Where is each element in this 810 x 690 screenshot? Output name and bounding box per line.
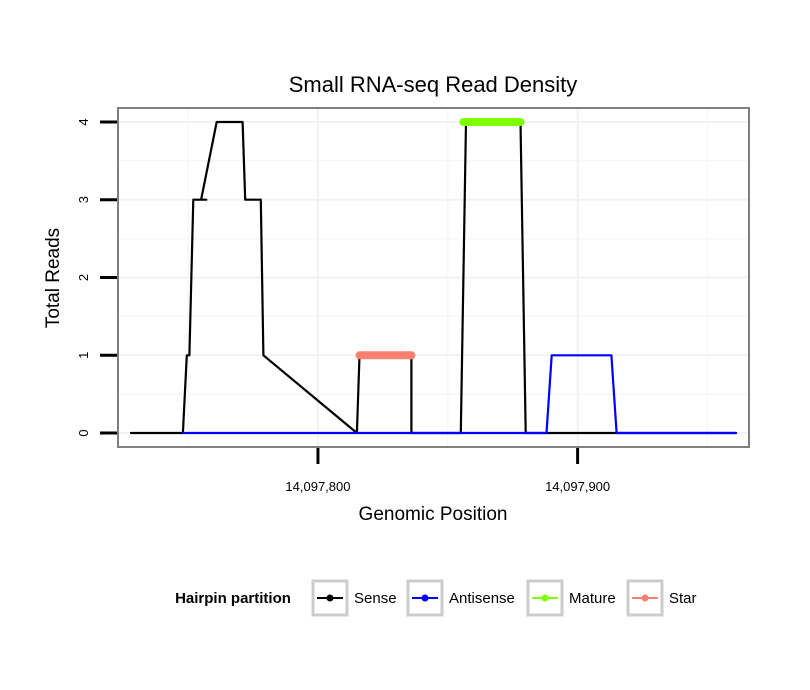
legend-label: Mature: [569, 590, 616, 607]
x-tick-label: 14,097,800: [285, 479, 350, 494]
series-line-antisense: [181, 354, 738, 435]
legend: Hairpin partition Sense Antisense Mature St…: [175, 579, 697, 617]
y-axis-title: Total Reads: [43, 228, 64, 328]
y-tick-label: 3: [76, 196, 91, 203]
y-tick-label: 0: [76, 429, 91, 436]
x-tick-label: 14,097,900: [545, 479, 610, 494]
y-axis: 0 1 2 3 4: [76, 118, 117, 437]
legend-item-antisense: Antisense: [406, 579, 515, 617]
y-tick-label: 2: [76, 274, 91, 281]
legend-item-star: Star: [626, 579, 697, 617]
chart-title: Small RNA-seq Read Density: [289, 72, 578, 97]
legend-key-point: [541, 594, 549, 602]
legend-key-point: [326, 594, 334, 602]
plot-panel-border: [117, 107, 750, 448]
legend-label: Star: [669, 590, 697, 607]
legend-label: Sense: [354, 590, 397, 607]
grid: [118, 108, 749, 447]
y-tick-label: 4: [76, 118, 91, 125]
series-layer: [129, 118, 738, 435]
x-axis: 14,097,800 14,097,900: [285, 448, 610, 494]
legend-item-mature: Mature: [526, 579, 616, 617]
legend-key-point: [641, 594, 649, 602]
series-line-sense: [129, 120, 738, 435]
legend-key-point: [421, 594, 429, 602]
legend-item-sense: Sense: [311, 579, 397, 617]
y-tick-label: 1: [76, 352, 91, 359]
x-axis-title: Genomic Position: [359, 504, 508, 525]
legend-title: Hairpin partition: [175, 590, 291, 607]
legend-label: Antisense: [449, 590, 515, 607]
